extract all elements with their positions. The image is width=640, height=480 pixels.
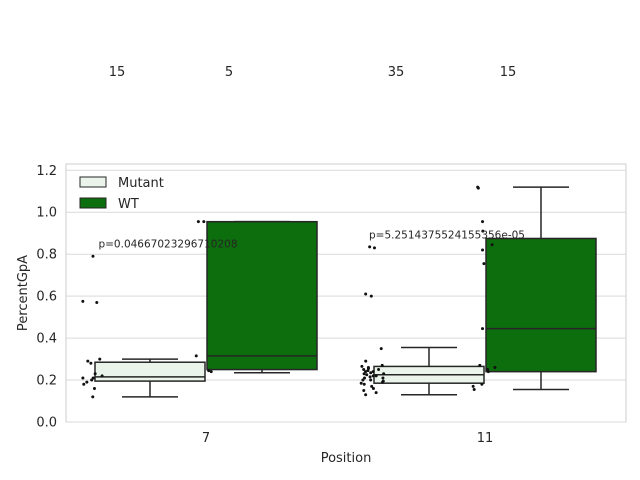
data-point [368, 245, 372, 249]
data-point [100, 374, 104, 378]
data-point [381, 376, 385, 380]
legend-label-wt: WT [118, 197, 139, 212]
data-point [360, 364, 364, 368]
y-tick-label: 1.2 [36, 164, 57, 179]
data-point [372, 246, 376, 250]
legend: Mutant WT [79, 176, 164, 212]
data-point [368, 375, 372, 379]
data-point [382, 372, 386, 376]
data-point [194, 354, 198, 358]
group-count-label: 15 [500, 65, 517, 80]
y-tick-label: 0.0 [36, 416, 57, 431]
group-counts: 15 35 5 15 [109, 65, 517, 80]
data-point [380, 363, 384, 367]
data-point [364, 359, 368, 363]
x-tick-labels: 7 11 [202, 431, 493, 446]
data-point [202, 220, 206, 224]
group-count-label: 35 [388, 65, 405, 80]
box-plots [94, 186, 597, 398]
y-tick-label: 1.0 [36, 206, 57, 221]
p-value-annotations: p=0.04667023296710208 p=5.251437552415535… [98, 229, 525, 250]
data-point [374, 391, 378, 395]
x-axis-title: Position [321, 451, 372, 466]
data-point [374, 374, 378, 378]
data-point [364, 370, 368, 374]
data-point [85, 380, 89, 384]
group-count-label: 15 [109, 65, 126, 80]
data-point [92, 386, 96, 390]
data-point [369, 378, 373, 382]
box-mutant-7 [94, 361, 206, 382]
data-point [369, 294, 373, 298]
data-point [493, 365, 497, 369]
group-count-label: 5 [225, 65, 233, 80]
data-point [482, 262, 486, 266]
data-point [363, 376, 367, 380]
x-tick-label: 7 [202, 431, 210, 446]
data-point [361, 378, 365, 382]
data-point [91, 395, 95, 399]
legend-label-mutant: Mutant [118, 176, 164, 191]
data-point [81, 299, 85, 303]
data-point [472, 387, 476, 391]
box-wt-11 [485, 237, 597, 373]
data-point [90, 378, 94, 382]
data-point [371, 370, 375, 374]
data-point [377, 368, 381, 372]
data-point [81, 376, 85, 380]
y-tick-label: 0.2 [36, 374, 57, 389]
data-point [93, 372, 97, 376]
data-point [362, 372, 366, 376]
data-point [91, 254, 95, 258]
strip-points [81, 185, 497, 399]
data-point [490, 243, 494, 247]
data-point [98, 357, 102, 361]
data-point [95, 300, 99, 304]
legend-swatch-mutant [79, 176, 107, 188]
data-point [481, 220, 485, 224]
data-point [207, 369, 211, 373]
data-point [480, 382, 484, 386]
data-point [481, 327, 485, 331]
p-value-label: p=5.2514375524155356e-05 [369, 229, 525, 241]
y-tick-labels: 0.0 0.2 0.4 0.6 0.8 1.0 1.2 [36, 164, 57, 431]
data-point [359, 381, 363, 385]
data-point [365, 373, 369, 377]
data-point [371, 374, 375, 378]
data-point [196, 220, 200, 224]
data-point [364, 393, 368, 397]
legend-swatch-wt [79, 197, 107, 209]
data-point [209, 370, 213, 374]
y-tick-label: 0.6 [36, 290, 57, 305]
data-point [381, 379, 385, 383]
y-tick-label: 0.4 [36, 332, 57, 347]
data-point [362, 382, 366, 386]
data-point [371, 386, 375, 390]
data-point [471, 384, 475, 388]
data-point [366, 365, 370, 369]
data-point [476, 185, 480, 189]
data-point [486, 368, 490, 372]
data-point [362, 368, 366, 372]
data-point [369, 371, 373, 375]
data-point [91, 376, 95, 380]
data-point [478, 363, 482, 367]
data-point [89, 361, 93, 365]
data-point [86, 359, 90, 363]
box-wt-7 [206, 220, 318, 371]
data-point [370, 384, 374, 388]
y-axis-title: PercentGpA [16, 255, 31, 331]
data-point [362, 389, 366, 393]
data-point [379, 347, 383, 351]
x-tick-label: 11 [477, 431, 494, 446]
data-point [364, 292, 368, 296]
data-point [82, 382, 86, 386]
p-value-label: p=0.04667023296710208 [98, 239, 237, 251]
data-point [481, 248, 485, 252]
y-tick-label: 0.8 [36, 248, 57, 263]
data-point [481, 229, 485, 233]
